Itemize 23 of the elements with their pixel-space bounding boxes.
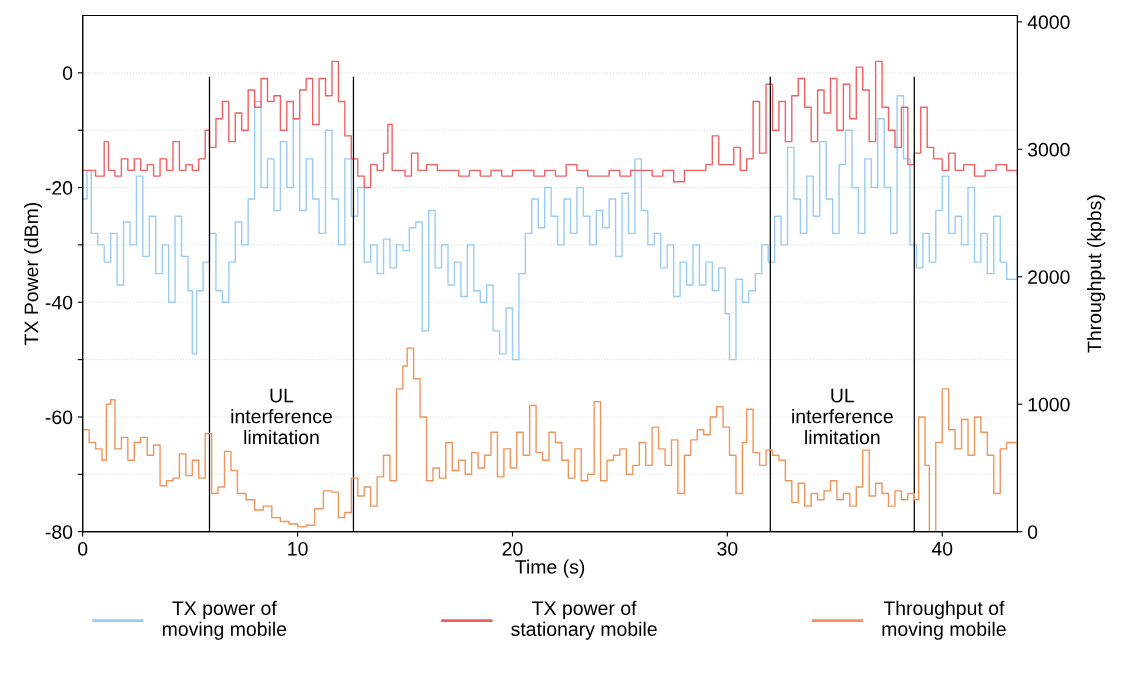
y2-tick-label: 4000 bbox=[1027, 15, 1070, 30]
y-tick-label: -20 bbox=[45, 181, 73, 195]
annotation: UL interference limitation bbox=[231, 388, 332, 445]
legend-label: TX power of moving mobile bbox=[162, 600, 287, 640]
legend-label: Throughput of moving mobile bbox=[882, 600, 1006, 640]
x-tick-label: 0 bbox=[78, 541, 88, 556]
x-axis-title: Time (s) bbox=[515, 559, 585, 578]
annotation: UL interference limitation bbox=[792, 388, 893, 445]
x-tick-label: 10 bbox=[288, 541, 308, 556]
legend-label: TX power of stationary mobile bbox=[511, 600, 657, 640]
x-tick-label: 40 bbox=[931, 541, 953, 556]
y-tick-label: -80 bbox=[45, 525, 73, 539]
x-tick-label: 30 bbox=[717, 541, 738, 556]
x-tick-label: 20 bbox=[502, 541, 523, 556]
y2-tick-label: 0 bbox=[1027, 525, 1038, 539]
y2-tick-label: 2000 bbox=[1028, 270, 1070, 284]
y-tick-label: -60 bbox=[45, 410, 73, 425]
y-axis-title: TX Power (dBm) bbox=[23, 202, 43, 345]
y-tick-label: 0 bbox=[62, 66, 73, 81]
y2-tick-label: 3000 bbox=[1027, 142, 1070, 157]
y2-tick-label: 1000 bbox=[1028, 397, 1070, 412]
y2-axis-title: Throughput (kpbs) bbox=[1087, 195, 1106, 353]
y-tick-label: -40 bbox=[45, 295, 73, 310]
